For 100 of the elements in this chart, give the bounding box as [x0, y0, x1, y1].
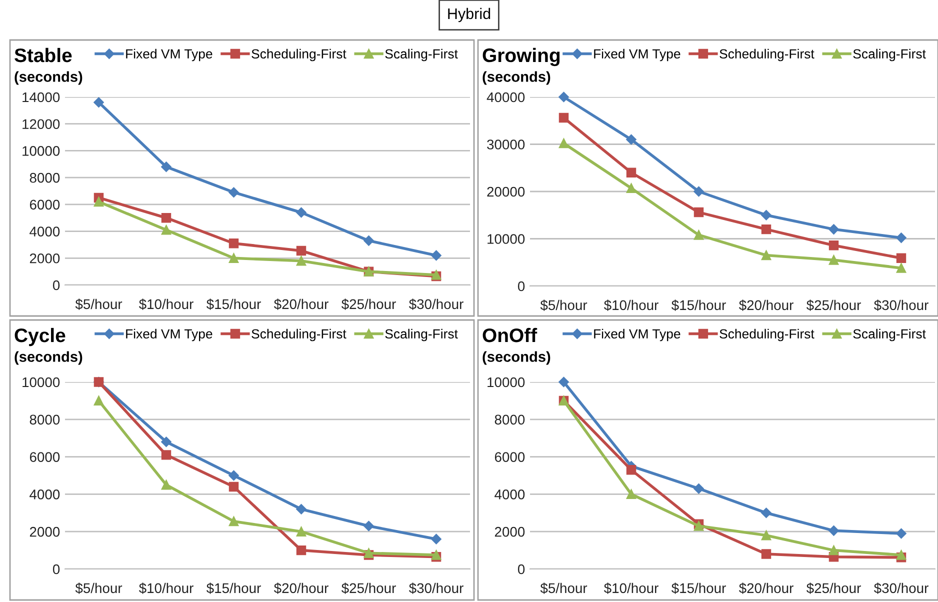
point [161, 225, 172, 235]
y-tick-label: 4000 [494, 490, 525, 500]
point [94, 97, 104, 108]
legend-label: Fixed VM Type [594, 48, 680, 62]
point [94, 196, 104, 207]
x-tick-label: $30/hour [408, 582, 464, 594]
point [296, 207, 306, 218]
point [694, 207, 704, 218]
x-tick-label: $30/hour [874, 300, 928, 311]
point [626, 183, 636, 194]
x-tick-label: $15/hour [671, 582, 726, 594]
text: Hybrid [448, 8, 490, 22]
x-tick-label: $5/hour [540, 582, 588, 594]
x-tick-label: $10/hour [604, 582, 658, 594]
y-tick-label: 8000 [30, 414, 60, 425]
y-tick-label: 6000 [30, 452, 60, 462]
point [896, 232, 906, 243]
point [364, 520, 374, 532]
y-axis-title: (seconds) [482, 71, 550, 85]
point [896, 528, 906, 539]
chart-title: OnOff [482, 328, 538, 342]
x-tick-label: $10/hour [138, 582, 194, 594]
y-tick-label: 0 [52, 280, 60, 290]
point [228, 187, 239, 198]
chart-title: Cycle [14, 328, 66, 346]
y-tick-label: 0 [518, 281, 525, 292]
legend-label: Fixed VM Type [126, 328, 212, 342]
x-tick-label: $20/hour [274, 582, 328, 594]
y-tick-label: 6000 [494, 452, 525, 462]
legend-label: Scheduling-First [720, 328, 814, 342]
chart-title: Stable [14, 48, 72, 62]
point [761, 250, 772, 260]
y-tick-label: 6000 [30, 200, 60, 210]
x-tick-label: $30/hour [874, 582, 928, 594]
point [761, 530, 772, 540]
point [296, 545, 306, 556]
legend-label: Scaling-First [853, 328, 926, 342]
point [828, 255, 839, 265]
point [94, 396, 104, 406]
point [761, 508, 772, 518]
point [896, 253, 906, 263]
y-tick-label: 14000 [22, 92, 60, 102]
legend-label: Scheduling-First [720, 48, 814, 62]
legend-label: Fixed VM Type [594, 328, 680, 342]
point [694, 483, 704, 494]
x-tick-label: $25/hour [806, 582, 861, 594]
x-tick-label: $25/hour [806, 300, 861, 311]
y-tick-label: 0 [52, 564, 60, 574]
legend-label: Scaling-First [853, 48, 926, 62]
y-tick-label: 2000 [494, 526, 525, 537]
y-tick-label: 4000 [30, 490, 60, 500]
point [828, 240, 839, 250]
point [626, 465, 636, 475]
point [828, 224, 839, 234]
legend-label: Fixed VM Type [126, 48, 212, 62]
x-tick-label: $15/hour [671, 300, 726, 311]
y-tick-label: 0 [518, 564, 525, 574]
point [296, 246, 306, 256]
y-tick-label: 8000 [30, 172, 60, 183]
y-tick-label: 10000 [488, 377, 525, 388]
point [558, 138, 569, 148]
y-tick-label: 10000 [22, 146, 60, 156]
point [161, 450, 172, 460]
point [896, 263, 906, 273]
y-tick-label: 40000 [486, 92, 525, 102]
point [296, 504, 306, 514]
point [626, 489, 636, 500]
point [431, 250, 442, 261]
point [228, 516, 239, 526]
x-tick-label: $15/hour [206, 298, 261, 310]
x-tick-label: $25/hour [341, 582, 396, 594]
y-axis-title: (seconds) [14, 71, 82, 85]
point [694, 230, 704, 240]
point [558, 112, 569, 123]
x-tick-label: $20/hour [274, 298, 328, 310]
point [626, 168, 636, 178]
point [228, 470, 239, 481]
x-tick-label: $20/hour [738, 582, 794, 594]
point [228, 482, 239, 492]
point [296, 256, 306, 266]
x-tick-label: $20/hour [738, 300, 794, 311]
point [694, 186, 704, 197]
point [364, 236, 374, 246]
point [228, 238, 239, 248]
x-tick-label: $5/hour [75, 582, 122, 594]
y-axis-title: (seconds) [14, 351, 82, 365]
point [161, 480, 172, 490]
point [896, 550, 906, 560]
y-tick-label: 4000 [30, 226, 60, 236]
point [828, 545, 839, 556]
y-tick-label: 30000 [487, 140, 525, 150]
point [761, 549, 772, 559]
point [761, 210, 772, 220]
point [761, 224, 772, 234]
legend-label: Scaling-First [385, 328, 458, 342]
point [626, 134, 636, 145]
x-tick-label: $5/hour [75, 298, 122, 310]
point [296, 526, 306, 536]
x-tick-label: $15/hour [206, 582, 261, 594]
point [161, 162, 172, 172]
